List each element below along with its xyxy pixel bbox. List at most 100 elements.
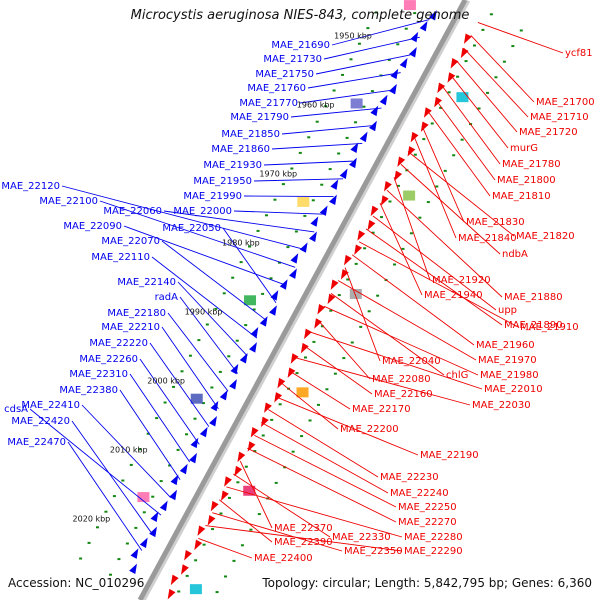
tick-dot (142, 511, 146, 514)
left-gene-label-leader (315, 54, 411, 75)
tick-dot (333, 372, 337, 375)
right-gene-label-leader (386, 189, 503, 298)
left-gene-label: MAE_21760 (247, 83, 306, 94)
tick-dot (511, 45, 515, 48)
reverse-gene-arrow (410, 131, 419, 143)
tick-dot (387, 58, 391, 61)
forward-gene-arrow (159, 500, 168, 512)
reverse-gene-arrow (264, 402, 272, 413)
map-title: Microcystis aeruginosa NIES-843, complet… (130, 8, 470, 23)
forward-gene-arrow (259, 316, 268, 327)
tick-dot (222, 292, 226, 295)
right-gene-label: ndbA (502, 249, 528, 260)
tick-dot (117, 558, 121, 561)
tick-dot (261, 434, 265, 437)
feature-block (243, 485, 256, 496)
tick-dot (264, 214, 268, 217)
tick-dot (443, 169, 447, 172)
feature-block (403, 0, 416, 11)
tick-dot (201, 402, 205, 405)
forward-gene-arrow (419, 20, 428, 32)
right-gene-label: MAE_21940 (424, 290, 483, 301)
tick-dot (252, 308, 256, 311)
right-gene-label: ycf81 (565, 48, 593, 59)
tick-dot (277, 261, 281, 264)
tick-dot (337, 294, 341, 297)
left-gene-label-leader (161, 326, 219, 410)
reverse-gene-arrow (180, 564, 189, 575)
forward-gene-arrow (210, 400, 219, 412)
reverse-gene-arrow (354, 244, 363, 255)
left-gene-label-leader (29, 408, 162, 516)
kbp-tick-label: 2010 kbp (110, 445, 148, 454)
right-gene-label: MAE_22290 (404, 546, 463, 557)
tick-dot (185, 574, 189, 577)
tick-dot (224, 575, 228, 578)
right-gene-label-leader (470, 35, 535, 103)
tick-dot (325, 388, 329, 391)
reverse-gene-arrow (207, 515, 216, 526)
reverse-gene-arrow (367, 219, 376, 231)
feature-block (296, 387, 309, 398)
tick-dot (185, 433, 189, 436)
forward-gene-arrow (229, 379, 237, 390)
tick-dot (329, 309, 333, 312)
left-gene-label: MAE_22260 (79, 354, 138, 365)
tick-dot (485, 91, 489, 94)
tick-dot (244, 465, 248, 468)
right-gene-label: MAE_22270 (398, 517, 457, 528)
reverse-gene-arrow (194, 539, 203, 551)
right-gene-label: MAE_21880 (504, 292, 563, 303)
right-gene-label-leader (477, 22, 564, 54)
tick-dot (159, 480, 163, 483)
tick-dot (328, 168, 332, 171)
right-gene-label-leader (254, 434, 397, 508)
tick-dot (239, 261, 243, 264)
reverse-gene-arrow (167, 588, 176, 600)
tick-dot (502, 60, 506, 63)
tick-dot (211, 528, 215, 531)
feature-block (403, 190, 416, 201)
reverse-gene-arrow (437, 82, 446, 94)
left-gene-label: MAE_22180 (107, 308, 166, 319)
tick-dot (435, 185, 439, 188)
left-gene-label: MAE_22210 (101, 322, 160, 333)
kbp-tick-label: 1980 kbp (222, 238, 260, 247)
left-gene-label: MAE_22470 (7, 437, 66, 448)
kbp-tick-label: 1950 kbp (334, 31, 372, 40)
forward-gene-arrow (199, 426, 208, 438)
right-gene-label: MAE_22370 (274, 523, 333, 534)
right-gene-label-leader (358, 241, 519, 328)
right-gene-label-leader (198, 538, 253, 559)
tick-dot (418, 216, 422, 219)
forward-gene-arrow (299, 242, 308, 253)
tick-dot (248, 245, 252, 248)
tick-dot (359, 325, 363, 328)
reverse-gene-arrow (407, 146, 416, 157)
feature-block (350, 98, 363, 109)
tick-dot (121, 479, 125, 482)
tick-dot (367, 310, 371, 313)
left-gene-label-leader (151, 256, 258, 339)
left-gene-label-leader (163, 210, 315, 233)
tick-dot (176, 448, 180, 451)
left-gene-label: MAE_21860 (211, 144, 270, 155)
tick-dot (210, 386, 214, 389)
left-gene-label-leader (271, 142, 363, 150)
left-gene-label-leader (331, 19, 430, 46)
forward-gene-arrow (219, 389, 228, 401)
tick-dot (125, 542, 129, 545)
tick-dot (270, 418, 274, 421)
right-gene-label-leader (372, 215, 497, 311)
forward-gene-arrow (350, 142, 359, 153)
forward-gene-arrow (368, 120, 377, 132)
tick-dot (104, 510, 108, 513)
tick-dot (231, 276, 235, 279)
forward-gene-arrow (139, 537, 148, 549)
right-gene-label-leader (365, 228, 503, 326)
right-gene-label: MAE_21810 (492, 191, 551, 202)
reverse-gene-arrow (290, 353, 299, 364)
tick-dot (357, 42, 361, 45)
forward-gene-arrow (170, 474, 179, 486)
